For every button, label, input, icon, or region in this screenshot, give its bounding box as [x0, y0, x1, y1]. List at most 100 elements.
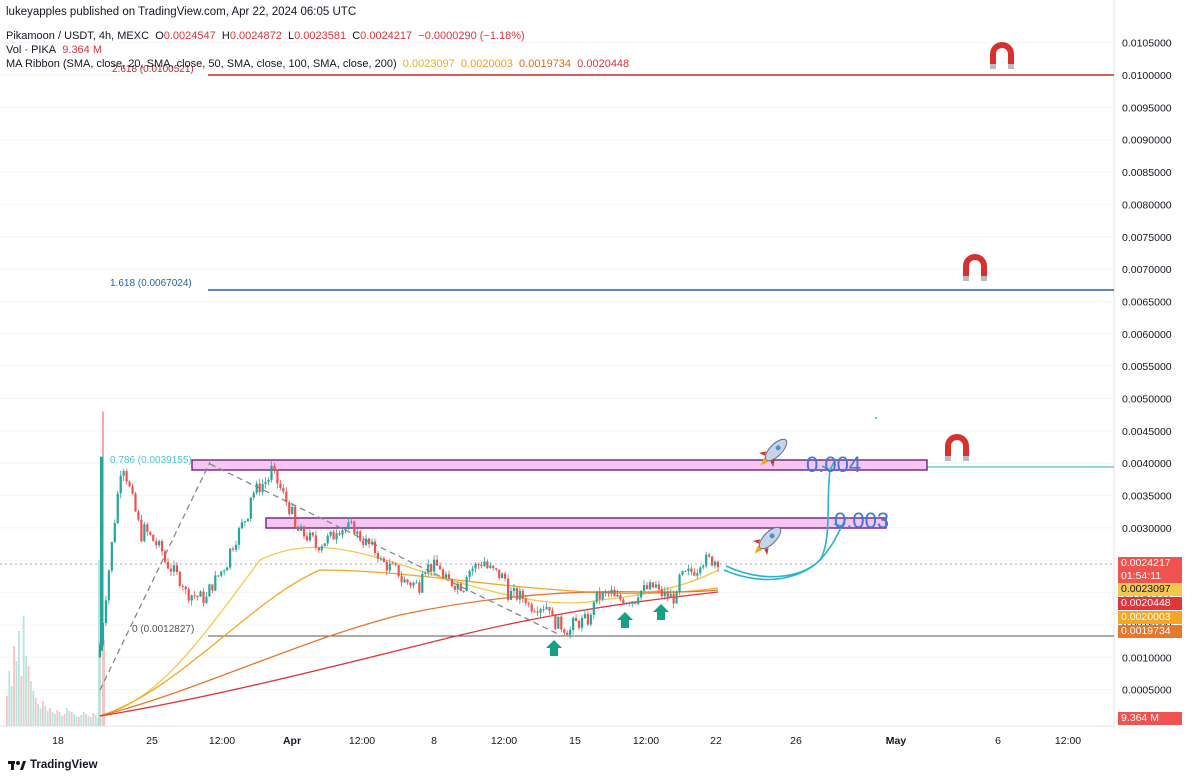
volume-bar: [94, 715, 97, 726]
candle-body: [332, 531, 335, 540]
candle-body: [708, 554, 711, 557]
candle-body: [713, 561, 717, 566]
price-tick-label: 0.0040000: [1122, 458, 1172, 470]
candle-body: [560, 616, 563, 630]
candle-body: [294, 506, 297, 527]
candle-body: [146, 524, 149, 532]
candle-body: [699, 567, 702, 574]
candle-body: [181, 585, 184, 587]
candle-body: [196, 595, 199, 597]
candle-body: [335, 533, 338, 540]
candle-body: [607, 592, 610, 594]
volume-bar: [78, 717, 80, 726]
candle-body: [678, 574, 681, 592]
low-label: L: [287, 30, 295, 42]
candle-body: [152, 534, 155, 542]
candle-body: [276, 469, 279, 484]
candle-body: [459, 583, 462, 591]
candle-body: [320, 546, 323, 551]
volume-bar: [27, 666, 30, 726]
time-tick-label: 12:00: [349, 735, 375, 747]
volume-bar: [32, 691, 35, 726]
candle-body: [441, 569, 445, 578]
candle-body: [572, 617, 575, 630]
candle-body: [214, 575, 217, 591]
candle-body: [613, 589, 616, 597]
candle-body: [684, 570, 687, 572]
candle-body: [444, 574, 448, 578]
candle-body: [249, 497, 252, 519]
volume-bar: [37, 704, 39, 726]
candle-body: [370, 541, 374, 545]
candle-body: [98, 644, 102, 658]
candle-body: [397, 565, 400, 577]
candle-body: [651, 582, 655, 588]
time-tick-label: 18: [52, 735, 64, 747]
time-tick-label: 12:00: [633, 735, 659, 747]
price-tick-label: 0.0065000: [1122, 296, 1172, 308]
candle-body: [524, 598, 527, 604]
fib-trend-line-up[interactable]: [99, 461, 211, 691]
candle-body: [566, 632, 569, 635]
time-axis[interactable]: 18 25 12:00 Apr 12:00 8 12:00 15 12:00 22 26 May 6 12…: [52, 735, 1081, 747]
candle-body: [367, 538, 371, 545]
candle-body: [166, 561, 170, 569]
candle-body: [595, 591, 598, 603]
fib-1618-label: 1.618 (0.0067024): [110, 278, 192, 289]
volume-bar: [73, 714, 75, 726]
candle-body: [379, 558, 383, 560]
stray-mark: [875, 417, 877, 419]
target-low-label: 0.003: [834, 508, 889, 533]
last-price-badge: 0.0024217: [1118, 557, 1182, 570]
candle-body: [350, 521, 353, 523]
ma-ribbon-info-line[interactable]: MA Ribbon (SMA, close, 20, SMA, close, 5…: [6, 58, 629, 70]
volume-bar: [22, 616, 25, 726]
ma20-value: 0.0023097: [402, 58, 455, 70]
fib-trend-line-down[interactable]: [209, 463, 559, 635]
candle-body: [483, 561, 486, 567]
candle-body: [311, 532, 314, 536]
price-tick-label: 0.0035000: [1122, 491, 1172, 503]
price-tick-label: 0.0105000: [1122, 38, 1172, 50]
candle-body: [261, 484, 264, 493]
candle-body: [160, 541, 164, 552]
candlesticks: [98, 411, 720, 658]
candle-body: [634, 601, 637, 604]
resistance-zone-lower[interactable]: [265, 517, 887, 529]
volume-bar: [68, 711, 71, 726]
ma100-line: [99, 589, 719, 717]
candle-body: [515, 588, 519, 600]
candle-body: [199, 591, 202, 597]
ma200-line: [99, 591, 719, 717]
candle-body: [506, 578, 510, 600]
ma-ribbon-label: MA Ribbon (SMA, close, 20, SMA, close, 5…: [6, 58, 397, 70]
price-tick-label: 0.0030000: [1122, 523, 1172, 535]
candle-body: [536, 611, 539, 613]
candle-body: [341, 530, 344, 535]
up-arrow-icon: [546, 640, 562, 656]
candle-body: [645, 585, 649, 590]
ma200-badge: 0.0020448: [1118, 597, 1182, 610]
candle-body: [344, 528, 347, 531]
candle-body: [226, 567, 229, 571]
candle-body: [347, 522, 350, 529]
candle-body: [376, 553, 380, 559]
ma100-badge: 0.0019734: [1118, 625, 1182, 638]
candle-body: [687, 568, 690, 571]
candle-body: [663, 591, 666, 597]
resistance-zone-upper[interactable]: [191, 459, 928, 471]
candle-body: [100, 456, 103, 651]
tradingview-brand[interactable]: TradingView: [8, 759, 98, 771]
fib-0786-label: 0.786 (0.0039155): [110, 455, 192, 466]
candle-body: [577, 621, 581, 628]
candle-body: [240, 522, 244, 529]
symbol-name[interactable]: Pikamoon / USDT, 4h, MEXC: [6, 30, 150, 42]
volume-bar: [15, 661, 18, 726]
volume-bar: [75, 716, 78, 726]
candle-body: [163, 551, 167, 562]
candle-body: [569, 629, 572, 635]
candle-body: [178, 572, 181, 586]
candle-body: [353, 521, 356, 534]
volume-info-line[interactable]: Vol · PIKA 9.364 M: [6, 44, 102, 56]
